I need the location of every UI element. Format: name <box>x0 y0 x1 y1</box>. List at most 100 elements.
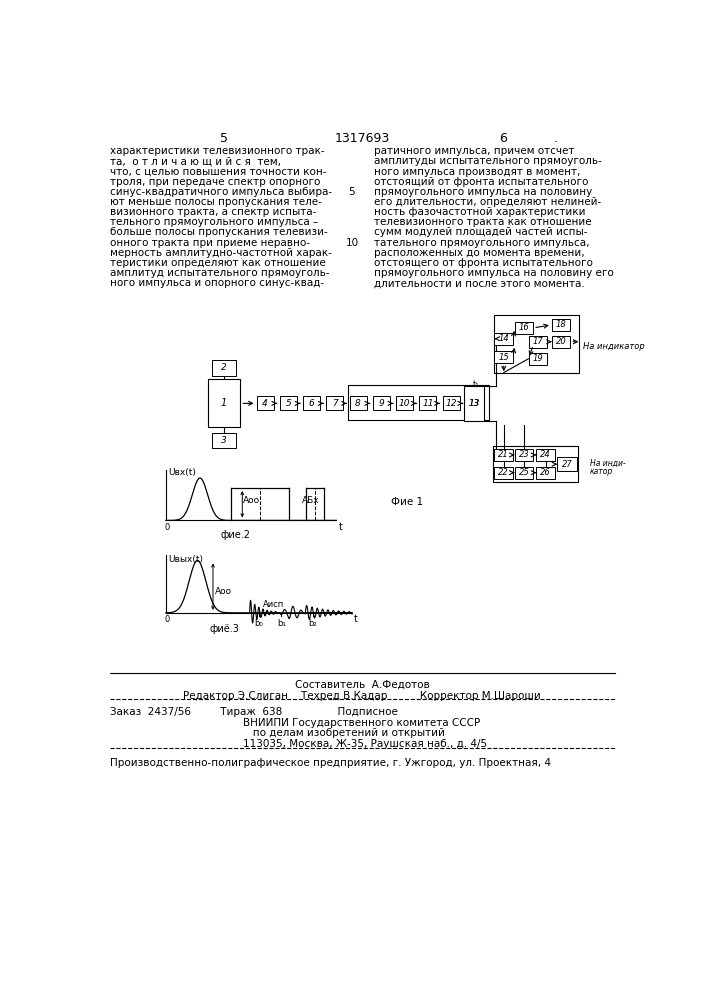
Text: На индикатор: На индикатор <box>583 342 645 351</box>
Text: тательного прямоугольного импульса,: тательного прямоугольного импульса, <box>373 238 589 248</box>
Text: Фие 1: Фие 1 <box>391 497 423 507</box>
Text: 2: 2 <box>221 363 227 372</box>
Text: мерность амплитудно-частотной харак-: мерность амплитудно-частотной харак- <box>110 248 332 258</box>
Text: 20: 20 <box>556 337 566 346</box>
Bar <box>493 315 579 373</box>
Text: амплитуды испытательного прямоуголь-: амплитуды испытательного прямоуголь- <box>373 156 602 166</box>
Text: 24: 24 <box>540 450 551 459</box>
Bar <box>303 396 320 410</box>
Text: Производственно-полиграфическое предприятие, г. Ужгород, ул. Проектная, 4: Производственно-полиграфическое предприя… <box>110 758 551 768</box>
Text: 113035, Москва, Ж-35, Раушская наб., д. 4/5: 113035, Москва, Ж-35, Раушская наб., д. … <box>243 739 488 749</box>
Bar <box>557 457 578 471</box>
Text: амплитуд испытательного прямоуголь-: амплитуд испытательного прямоуголь- <box>110 268 329 278</box>
Bar <box>212 433 235 448</box>
Bar <box>529 353 547 365</box>
Text: 13: 13 <box>469 399 480 408</box>
Text: длительности и после этого момента.: длительности и после этого момента. <box>373 278 584 288</box>
Bar <box>257 396 274 410</box>
Text: ВНИИПИ Государственного комитета СССР: ВНИИПИ Государственного комитета СССР <box>243 718 481 728</box>
Bar <box>552 336 571 348</box>
Text: 14: 14 <box>498 334 509 343</box>
Text: синус-квадратичного импульса выбира-: синус-квадратичного импульса выбира- <box>110 187 332 197</box>
Text: Aоо: Aоо <box>243 496 260 505</box>
Text: отстоящий от фронта испытательного: отстоящий от фронта испытательного <box>373 177 588 187</box>
Text: онного тракта при приеме неравно-: онного тракта при приеме неравно- <box>110 238 310 248</box>
Text: 26: 26 <box>540 468 551 477</box>
Text: 16: 16 <box>518 323 530 332</box>
Bar <box>537 466 555 479</box>
Bar <box>537 449 555 461</box>
Text: Uвх(t): Uвх(t) <box>168 468 196 477</box>
Text: 25: 25 <box>518 468 530 477</box>
Text: 5: 5 <box>220 132 228 145</box>
Text: ного импульса и опорного синус-квад-: ного импульса и опорного синус-квад- <box>110 278 325 288</box>
Bar <box>464 386 484 421</box>
Text: по делам изобретений и открытий: по делам изобретений и открытий <box>243 728 445 738</box>
Text: 15: 15 <box>498 353 509 362</box>
Bar <box>208 379 240 427</box>
Text: 8: 8 <box>355 399 361 408</box>
Text: 21: 21 <box>498 450 509 459</box>
Bar <box>494 333 513 345</box>
Text: 5: 5 <box>349 187 355 197</box>
Text: t₁: t₁ <box>472 380 479 389</box>
Text: расположенных до момента времени,: расположенных до момента времени, <box>373 248 584 258</box>
Text: визионного тракта, а спектр испыта-: визионного тракта, а спектр испыта- <box>110 207 317 217</box>
Text: отстоящего от фронта испытательного: отстоящего от фронта испытательного <box>373 258 592 268</box>
Bar <box>494 449 513 461</box>
Bar <box>349 396 367 410</box>
Text: фие.2: фие.2 <box>221 530 250 540</box>
Text: AБх: AБх <box>303 496 320 505</box>
Text: 13: 13 <box>469 399 480 408</box>
Text: t: t <box>339 522 343 532</box>
Text: сумм модулей площадей частей испы-: сумм модулей площадей частей испы- <box>373 227 587 237</box>
Text: Aоо: Aоо <box>214 587 232 596</box>
Bar <box>373 396 390 410</box>
Text: Заказ  2437/56         Тираж  638                 Подписное: Заказ 2437/56 Тираж 638 Подписное <box>110 707 398 717</box>
Text: 10: 10 <box>345 238 358 248</box>
Bar <box>327 396 344 410</box>
Text: тельного прямоугольного импульса –: тельного прямоугольного импульса – <box>110 217 318 227</box>
Text: 7: 7 <box>332 399 338 408</box>
Text: 10: 10 <box>399 399 410 408</box>
Text: характеристики телевизионного трак-: характеристики телевизионного трак- <box>110 146 325 156</box>
Bar <box>212 360 235 376</box>
Text: что, с целью повышения точности кон-: что, с целью повышения точности кон- <box>110 167 327 177</box>
Text: 3: 3 <box>221 436 227 445</box>
Text: 9: 9 <box>378 399 384 408</box>
Text: больше полосы пропускания телевизи-: больше полосы пропускания телевизи- <box>110 227 328 237</box>
Bar <box>494 466 513 479</box>
Bar <box>515 449 533 461</box>
Text: b₀: b₀ <box>255 619 263 628</box>
Text: та,  о т л и ч а ю щ и й с я  тем,: та, о т л и ч а ю щ и й с я тем, <box>110 156 281 166</box>
Bar <box>552 319 571 331</box>
Text: 6: 6 <box>499 132 507 145</box>
Text: 27: 27 <box>562 460 573 469</box>
Text: 12: 12 <box>445 399 457 408</box>
Text: ного импульса производят в момент,: ного импульса производят в момент, <box>373 167 580 177</box>
Text: 4: 4 <box>262 399 268 408</box>
Text: троля, при передаче спектр опорного: троля, при передаче спектр опорного <box>110 177 320 187</box>
Text: b₂: b₂ <box>308 619 317 628</box>
Text: 0: 0 <box>164 615 169 624</box>
Text: 0: 0 <box>164 523 169 532</box>
Bar <box>348 385 489 420</box>
Text: Uвых(t): Uвых(t) <box>168 555 203 564</box>
Text: 5: 5 <box>286 399 291 408</box>
Bar <box>515 322 533 334</box>
Bar <box>443 396 460 410</box>
Text: 23: 23 <box>518 450 530 459</box>
Text: 11: 11 <box>422 399 433 408</box>
Text: 19: 19 <box>532 354 543 363</box>
Text: На инди-: На инди- <box>590 459 626 468</box>
Text: Редактор Э.Слиган    Техред В.Кадар          Корректор М.Шароши: Редактор Э.Слиган Техред В.Кадар Коррект… <box>183 691 541 701</box>
Text: Составитель  А.Федотов: Составитель А.Федотов <box>295 680 429 690</box>
Bar <box>515 466 533 479</box>
Text: фиё.3: фиё.3 <box>209 624 239 634</box>
Text: ность фазочастотной характеристики: ность фазочастотной характеристики <box>373 207 585 217</box>
Text: 6: 6 <box>309 399 315 408</box>
Text: t: t <box>354 614 358 624</box>
Text: телевизионного тракта как отношение: телевизионного тракта как отношение <box>373 217 591 227</box>
Text: Aисп: Aисп <box>263 600 284 609</box>
Text: прямоугольного импульса на половину его: прямоугольного импульса на половину его <box>373 268 614 278</box>
